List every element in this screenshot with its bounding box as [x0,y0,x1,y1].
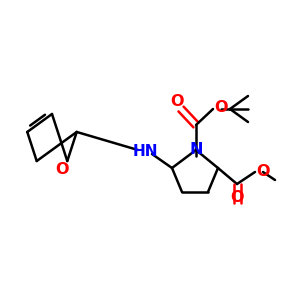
Text: O: O [170,94,184,110]
Text: O: O [214,100,227,116]
Text: HN: HN [132,145,158,160]
Text: O: O [230,190,244,206]
Text: O: O [256,164,269,178]
Text: O: O [56,161,69,176]
Text: N: N [189,142,203,158]
